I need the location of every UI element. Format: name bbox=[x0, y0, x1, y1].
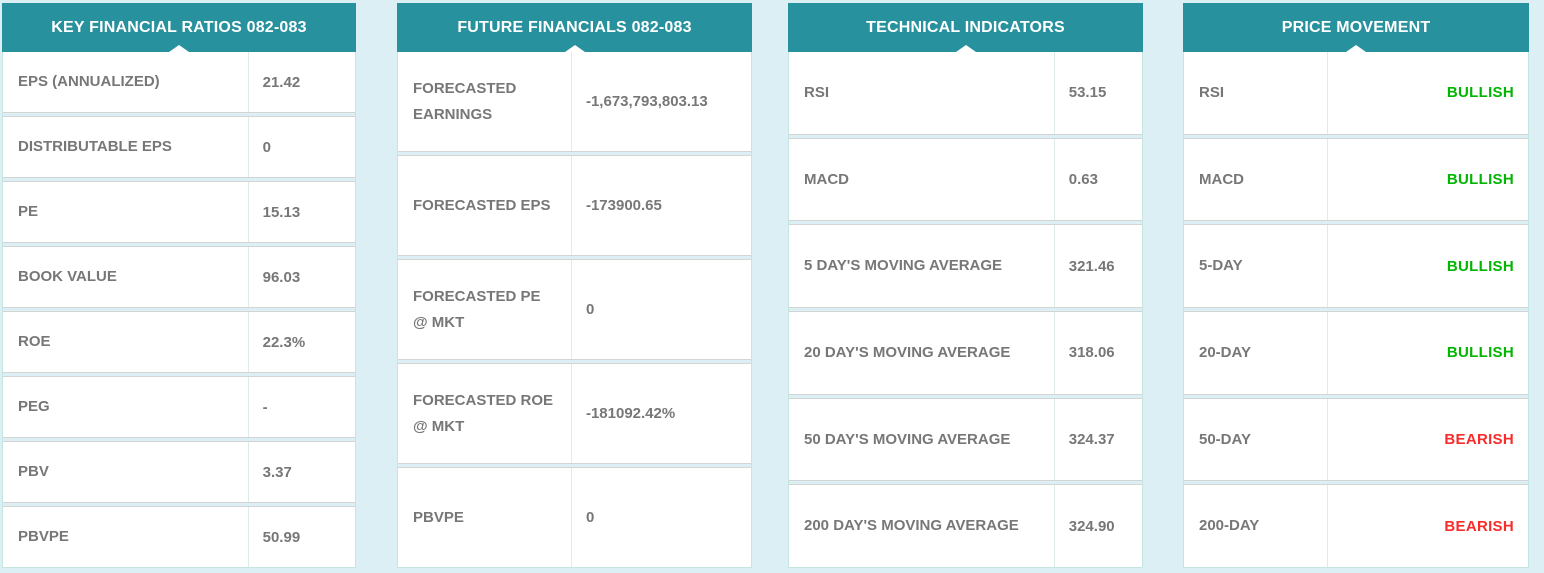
table-row: 20-DAY BULLISH bbox=[1184, 311, 1528, 395]
row-label: 50 DAY'S MOVING AVERAGE bbox=[804, 430, 1011, 448]
row-label: DISTRIBUTABLE EPS bbox=[18, 138, 172, 156]
table-row: 200 DAY'S MOVING AVERAGE 324.90 bbox=[789, 484, 1142, 568]
row-status-value: BEARISH bbox=[1326, 398, 1528, 481]
row-value: 0 bbox=[570, 468, 751, 567]
row-status-value: BEARISH bbox=[1326, 485, 1528, 568]
row-value: 53.15 bbox=[1053, 52, 1142, 134]
row-value: -1,673,793,803.13 bbox=[570, 52, 751, 151]
row-status-value: BULLISH bbox=[1326, 312, 1528, 394]
table-row: MACD 0.63 bbox=[789, 137, 1142, 222]
row-label: 20-DAY bbox=[1199, 343, 1251, 361]
panel-header: KEY FINANCIAL RATIOS 082-083 bbox=[2, 3, 356, 52]
table-row: PEG - bbox=[3, 376, 355, 438]
table-row: 50 DAY'S MOVING AVERAGE 324.37 bbox=[789, 397, 1142, 482]
row-value: - bbox=[247, 377, 355, 437]
row-label: PBVPE bbox=[413, 508, 464, 526]
header-notch bbox=[955, 45, 976, 52]
panel-technical-indicators: TECHNICAL INDICATORS RSI 53.15 MACD 0.63… bbox=[788, 3, 1143, 568]
row-label: PBVPE bbox=[18, 528, 69, 546]
panel-body: FORECASTED EARNINGS -1,673,793,803.13 FO… bbox=[398, 52, 751, 567]
row-value: 0.63 bbox=[1053, 138, 1142, 221]
row-value: 96.03 bbox=[247, 247, 355, 307]
panel-key-financial-ratios: KEY FINANCIAL RATIOS 082-083 EPS (ANNUAL… bbox=[2, 3, 356, 568]
table-row: EPS (ANNUALIZED) 21.42 bbox=[3, 52, 355, 113]
row-label: FORECASTED EARNINGS bbox=[413, 79, 517, 123]
table-row: 50-DAY BEARISH bbox=[1184, 397, 1528, 482]
row-status-value: BULLISH bbox=[1326, 138, 1528, 221]
row-label: 200-DAY bbox=[1199, 517, 1260, 535]
row-label: 50-DAY bbox=[1199, 430, 1251, 448]
row-value: 21.42 bbox=[247, 52, 355, 112]
table-row: 5 DAY'S MOVING AVERAGE 321.46 bbox=[789, 224, 1142, 309]
row-label: FORECASTED EPS bbox=[413, 196, 551, 214]
row-label: FORECASTED PE @ MKT bbox=[413, 287, 541, 331]
row-label: FORECASTED ROE @ MKT bbox=[413, 391, 554, 435]
table-row: BOOK VALUE 96.03 bbox=[3, 246, 355, 308]
header-notch bbox=[1346, 45, 1366, 52]
row-label: RSI bbox=[1199, 83, 1225, 101]
row-status-value: BULLISH bbox=[1326, 225, 1528, 308]
table-row: ROE 22.3% bbox=[3, 311, 355, 373]
row-label: ROE bbox=[18, 333, 51, 351]
row-value: 3.37 bbox=[247, 442, 355, 502]
row-label: MACD bbox=[1199, 170, 1244, 188]
table-row: RSI BULLISH bbox=[1184, 52, 1528, 135]
table-row: FORECASTED EARNINGS -1,673,793,803.13 bbox=[398, 52, 751, 152]
table-row: PBV 3.37 bbox=[3, 441, 355, 503]
table-row: FORECASTED EPS -173900.65 bbox=[398, 155, 751, 256]
row-value: 324.37 bbox=[1053, 398, 1142, 481]
row-value: 22.3% bbox=[247, 312, 355, 372]
table-row: 20 DAY'S MOVING AVERAGE 318.06 bbox=[789, 311, 1142, 395]
panel-future-financials: FUTURE FINANCIALS 082-083 FORECASTED EAR… bbox=[397, 3, 752, 568]
row-value: 50.99 bbox=[247, 507, 355, 567]
row-value: 0 bbox=[247, 117, 355, 177]
row-status-value: BULLISH bbox=[1326, 52, 1528, 134]
table-row: DISTRIBUTABLE EPS 0 bbox=[3, 116, 355, 178]
row-label: PBV bbox=[18, 463, 49, 481]
panel-header: PRICE MOVEMENT bbox=[1183, 3, 1529, 52]
table-row: PE 15.13 bbox=[3, 181, 355, 243]
panel-price-movement: PRICE MOVEMENT RSI BULLISH MACD BULLISH … bbox=[1183, 3, 1529, 568]
row-value: -181092.42% bbox=[570, 364, 751, 463]
table-row: MACD BULLISH bbox=[1184, 137, 1528, 222]
row-label: 20 DAY'S MOVING AVERAGE bbox=[804, 343, 1011, 361]
row-label: 5-DAY bbox=[1199, 257, 1243, 275]
table-row: RSI 53.15 bbox=[789, 52, 1142, 135]
panel-title: FUTURE FINANCIALS 082-083 bbox=[457, 18, 692, 36]
row-value: -173900.65 bbox=[570, 156, 751, 255]
row-value: 318.06 bbox=[1053, 312, 1142, 394]
row-value: 321.46 bbox=[1053, 225, 1142, 308]
row-label: MACD bbox=[804, 170, 849, 188]
row-label: BOOK VALUE bbox=[18, 268, 117, 286]
table-row: FORECASTED PE @ MKT 0 bbox=[398, 259, 751, 360]
table-row: PBVPE 0 bbox=[398, 467, 751, 567]
row-label: RSI bbox=[804, 83, 830, 101]
table-row: 200-DAY BEARISH bbox=[1184, 484, 1528, 568]
panel-body: RSI 53.15 MACD 0.63 5 DAY'S MOVING AVERA… bbox=[789, 52, 1142, 568]
row-value: 0 bbox=[570, 260, 751, 359]
table-row: PBVPE 50.99 bbox=[3, 506, 355, 567]
panel-title: PRICE MOVEMENT bbox=[1281, 18, 1431, 36]
header-notch bbox=[169, 45, 189, 52]
header-notch bbox=[564, 45, 585, 52]
panel-header: FUTURE FINANCIALS 082-083 bbox=[397, 3, 752, 52]
panel-title: KEY FINANCIAL RATIOS 082-083 bbox=[51, 18, 307, 36]
row-label: PE bbox=[18, 203, 39, 221]
table-row: FORECASTED ROE @ MKT -181092.42% bbox=[398, 363, 751, 464]
row-label: PEG bbox=[18, 398, 50, 416]
panel-body: RSI BULLISH MACD BULLISH 5-DAY BULLISH 2… bbox=[1184, 52, 1528, 568]
row-label: 200 DAY'S MOVING AVERAGE bbox=[804, 517, 1019, 535]
row-value: 324.90 bbox=[1053, 485, 1142, 568]
panel-title: TECHNICAL INDICATORS bbox=[866, 18, 1065, 36]
row-label: 5 DAY'S MOVING AVERAGE bbox=[804, 257, 1003, 275]
panel-body: EPS (ANNUALIZED) 21.42 DISTRIBUTABLE EPS… bbox=[3, 52, 355, 567]
row-label: EPS (ANNUALIZED) bbox=[18, 73, 160, 91]
panel-header: TECHNICAL INDICATORS bbox=[788, 3, 1143, 52]
row-value: 15.13 bbox=[247, 182, 355, 242]
table-row: 5-DAY BULLISH bbox=[1184, 224, 1528, 309]
